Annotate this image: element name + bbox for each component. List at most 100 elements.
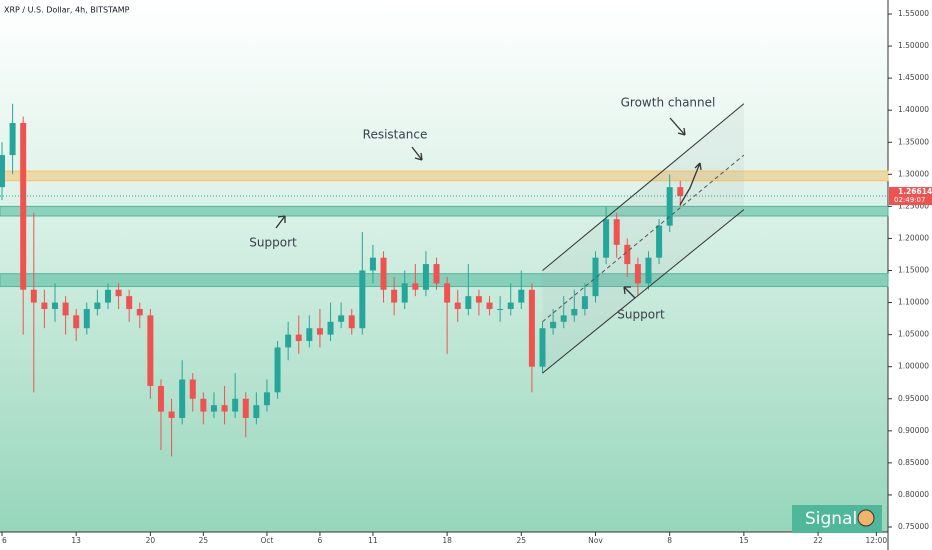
y-tick-label: 1.15000 [898, 266, 929, 275]
candle-body [603, 219, 610, 258]
candle-body [316, 328, 323, 335]
candle-body [126, 296, 133, 309]
candle-body [391, 289, 398, 303]
candle-body [624, 244, 631, 265]
arrow-head [694, 162, 702, 171]
candle-body [422, 264, 429, 290]
candle-body [338, 315, 345, 322]
y-tick-label: 0.85000 [898, 458, 929, 467]
candle-body [327, 321, 334, 335]
candle-body [73, 315, 80, 329]
channel-fill [542, 103, 744, 374]
annotation: Support [249, 236, 297, 250]
candle-body [147, 315, 154, 386]
candle-body [179, 379, 186, 418]
arrow-head [677, 127, 686, 136]
candle-body [507, 302, 514, 309]
candle-body [168, 411, 175, 418]
arrow [411, 146, 423, 161]
watermark-icon [857, 509, 875, 527]
candle-body [581, 296, 588, 309]
candle-body [9, 123, 16, 156]
x-tick-label: 25 [199, 536, 209, 545]
candle-body [0, 155, 5, 188]
y-tick-label: 0.75000 [898, 522, 929, 531]
candle-body [539, 328, 546, 367]
x-tick-label: 6 [2, 536, 7, 545]
candle-body [94, 302, 101, 309]
price-zone [0, 205, 889, 217]
arrow-head [414, 152, 423, 161]
candle-body [497, 308, 504, 310]
x-tick-label: 18 [442, 536, 452, 545]
chart-title: XRP / U.S. Dollar, 4h, BITSTAMP [4, 6, 130, 15]
annotation: Growth channel [621, 96, 716, 110]
candle-body [550, 321, 557, 329]
y-tick-label: 1.50000 [898, 41, 929, 50]
y-tick-label: 1.00000 [898, 362, 929, 371]
x-tick-label: 11 [368, 536, 378, 545]
candle-body [232, 398, 239, 412]
candle-body [51, 302, 58, 309]
last-price-label: 1.26614 [898, 187, 932, 196]
candle-body [348, 315, 355, 329]
candle-body [465, 296, 472, 309]
x-tick-label: 6 [318, 536, 323, 545]
candle-body [295, 334, 302, 342]
candle-body [634, 264, 641, 284]
candle-body [433, 264, 440, 284]
candle-body [189, 379, 196, 399]
x-tick-label: 8 [667, 536, 672, 545]
x-tick-label: 13 [71, 536, 81, 545]
candle-body [401, 283, 408, 303]
candle-body [221, 405, 228, 412]
price-zone [0, 170, 889, 182]
arrow [679, 162, 701, 206]
candle-body [571, 308, 578, 316]
arrow [623, 286, 636, 299]
y-tick-label: 1.40000 [898, 105, 929, 114]
candle-body [592, 257, 599, 297]
annotation: Resistance [363, 128, 428, 142]
x-tick-label: 25 [517, 536, 527, 545]
y-tick-label: 1.35000 [898, 137, 929, 146]
y-tick-label: 1.45000 [898, 73, 929, 82]
candle-body [369, 257, 376, 271]
x-tick-label: 20 [146, 536, 156, 545]
candle-body [560, 315, 567, 322]
countdown-label: 02:49:07 [894, 196, 925, 204]
arrow [669, 117, 686, 136]
candle-body [656, 225, 663, 258]
time-axis [0, 532, 888, 550]
candle-body [136, 308, 143, 316]
watermark: Signal [805, 509, 857, 529]
plot-background [0, 0, 888, 532]
candle-body [486, 302, 493, 309]
candle-body [454, 302, 461, 309]
x-tick-label: 15 [739, 536, 749, 545]
candle-body [359, 270, 366, 329]
candle-body [677, 187, 684, 197]
candle-body [210, 405, 217, 412]
annotation: Support [617, 308, 665, 322]
candle-body [62, 302, 69, 316]
candle-body [242, 398, 249, 418]
candle-body [528, 289, 535, 367]
y-tick-label: 1.55000 [898, 9, 929, 18]
candle-body [306, 328, 313, 342]
y-tick-label: 1.10000 [898, 298, 929, 307]
candle-body [104, 289, 111, 303]
candle-body [613, 219, 620, 245]
arrow [275, 215, 286, 229]
candle-body [475, 296, 482, 303]
arrow-head [623, 286, 631, 295]
price-zone [0, 273, 889, 288]
candle-body [263, 392, 270, 406]
y-tick-label: 0.95000 [898, 394, 929, 403]
candle-body [20, 123, 27, 290]
y-tick-label: 1.30000 [898, 169, 929, 178]
arrow-head [277, 215, 286, 223]
candle-body [200, 398, 207, 412]
candle-body [444, 283, 451, 303]
